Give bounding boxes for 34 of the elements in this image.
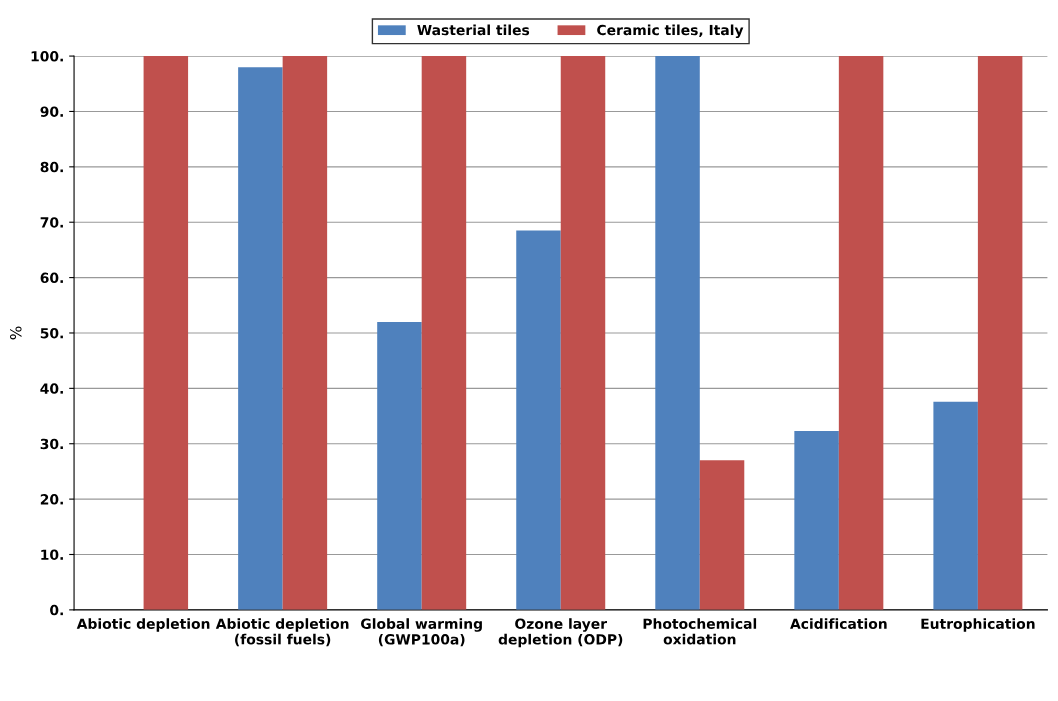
x-tick-label: Ozone layer depletion (ODP) (498, 618, 623, 648)
x-tick-label: Photochemical oxidation (643, 618, 757, 645)
bar (238, 67, 283, 610)
y-tick-label: 60. (40, 272, 63, 284)
bar (838, 56, 884, 610)
bar (282, 56, 328, 610)
y-axis-title: % (10, 326, 22, 340)
y-tick-label: 40. (40, 383, 63, 394)
bar (933, 401, 978, 610)
x-tick-label: Global warming (GWP100a) (361, 618, 482, 647)
bar (421, 56, 467, 610)
y-tick-label: 90. (40, 106, 63, 117)
y-tick-label: 20. (40, 494, 63, 505)
y-tick-label: 0. (50, 604, 63, 616)
x-tick-label: Abiotic depletion (76, 618, 210, 632)
bar (794, 431, 839, 610)
bar (699, 460, 745, 610)
legend-label: Ceramic tiles, Italy (597, 24, 744, 39)
bar (143, 56, 189, 610)
y-tick-label: 70. (40, 217, 63, 228)
legend-label: Wasterial tiles (417, 24, 530, 36)
x-tick-label: Eutrophication (921, 618, 1035, 632)
bar (655, 56, 700, 610)
bar (516, 230, 561, 610)
y-tick-label: 30. (40, 438, 63, 450)
y-tick-label: 10. (41, 549, 63, 560)
x-tick-label: Acidification (790, 618, 887, 629)
bar (377, 321, 422, 610)
y-tick-label: 80. (40, 161, 63, 173)
y-tick-label: 50. (40, 327, 63, 339)
x-tick-label: Abiotic depletion (fossil fuels) (215, 618, 349, 647)
y-tick-label: 100. (31, 51, 63, 62)
bar (560, 56, 606, 610)
bar (977, 56, 1023, 610)
